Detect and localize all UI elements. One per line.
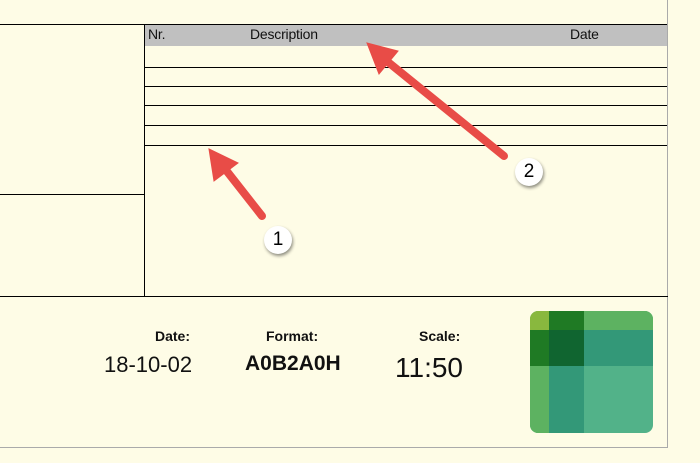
table-row — [145, 67, 667, 68]
format-label: Format: — [266, 328, 319, 344]
scale-value: 11:50 — [395, 352, 463, 383]
format-value: A0B2A0H — [245, 352, 341, 375]
frame-bottom-border — [0, 447, 668, 448]
table-header — [145, 25, 667, 46]
table-row — [145, 105, 667, 106]
header-nr: Nr. — [148, 26, 166, 42]
green-grid-logo-icon — [530, 311, 653, 433]
footer-separator — [0, 296, 668, 297]
table-row — [145, 125, 667, 126]
table-row — [145, 145, 667, 146]
frame-top-line — [0, 24, 668, 25]
header-date: Date — [570, 26, 599, 42]
annotation-badge-2: 2 — [515, 158, 543, 186]
arrow-2-icon — [366, 42, 508, 160]
arrow-1-icon — [208, 148, 266, 220]
header-description: Description — [250, 26, 318, 42]
left-panel-split — [0, 194, 145, 195]
annotation-badge-1: 1 — [264, 226, 292, 254]
date-value: 18-10-02 — [104, 352, 193, 377]
left-panel-divider — [144, 24, 145, 296]
frame-right-border — [667, 0, 668, 448]
table-row — [145, 86, 667, 87]
scale-label: Scale: — [419, 328, 461, 344]
date-label: Date: — [155, 328, 191, 344]
